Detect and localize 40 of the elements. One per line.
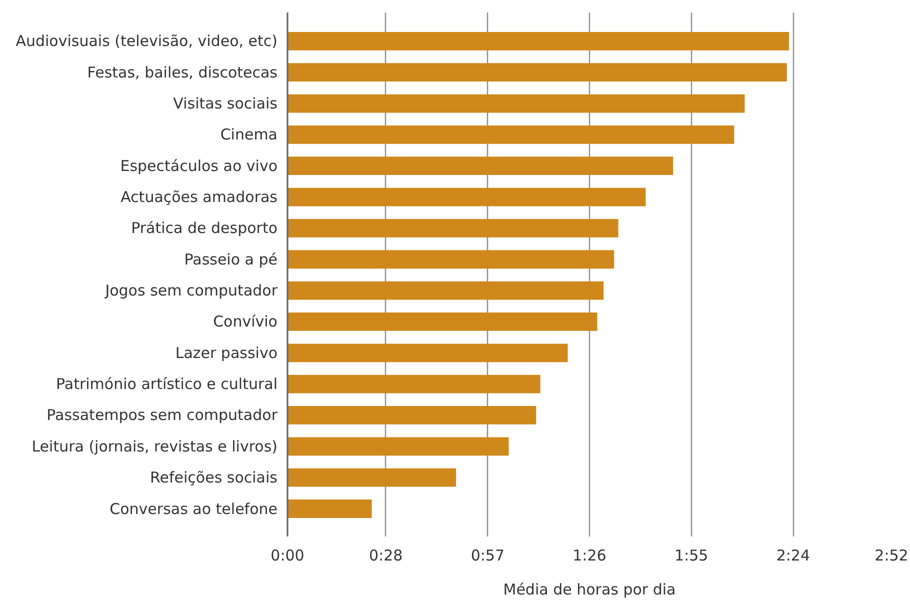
x-tick-label: 2:52	[874, 546, 908, 564]
x-tick-label: 0:57	[470, 546, 505, 564]
bar	[288, 219, 618, 238]
y-tick-label: Visitas sociais	[173, 94, 278, 113]
y-tick-label: Leitura (jornais, revistas e livros)	[32, 437, 278, 456]
bar	[288, 500, 372, 518]
bar	[288, 188, 646, 206]
x-tick-label: 2:24	[776, 546, 810, 564]
bar	[288, 63, 787, 82]
bar	[288, 156, 674, 176]
y-tick-label: Espectáculos ao vivo	[120, 156, 278, 175]
x-axis-title: Média de horas por dia	[503, 580, 676, 598]
bar	[288, 437, 509, 456]
y-tick-label: Prática de desporto	[131, 219, 278, 238]
bar	[288, 32, 789, 50]
bar	[288, 312, 598, 331]
y-tick-label: Passatempos sem computador	[46, 406, 278, 424]
bar	[288, 94, 745, 113]
y-tick-label: Cinema	[220, 126, 278, 144]
x-tick-label: 1:26	[572, 546, 606, 564]
bar	[288, 468, 456, 487]
bar	[288, 250, 614, 269]
bar	[288, 374, 540, 394]
y-tick-label: Actuações amadoras	[120, 188, 278, 206]
y-tick-label: Festas, bailes, discotecas	[87, 63, 278, 82]
y-tick-label: Convívio	[213, 312, 278, 331]
bar	[288, 344, 568, 362]
y-tick-label: Refeições sociais	[150, 468, 278, 487]
y-tick-label: Audiovisuais (televisão, video, etc)	[16, 32, 278, 50]
x-tick-label: 1:55	[674, 546, 708, 564]
y-tick-label: Património artístico e cultural	[56, 375, 278, 394]
y-tick-label: Jogos sem computador	[104, 282, 278, 300]
bar	[288, 281, 604, 300]
bar	[288, 406, 536, 424]
y-tick-label: Passeio a pé	[184, 250, 278, 268]
y-tick-label: Conversas ao telefone	[110, 500, 278, 518]
x-tick-label: 0:28	[368, 546, 403, 564]
x-tick-label: 0:00	[270, 546, 304, 564]
bar	[288, 126, 734, 144]
y-tick-label: Lazer passivo	[175, 344, 278, 362]
